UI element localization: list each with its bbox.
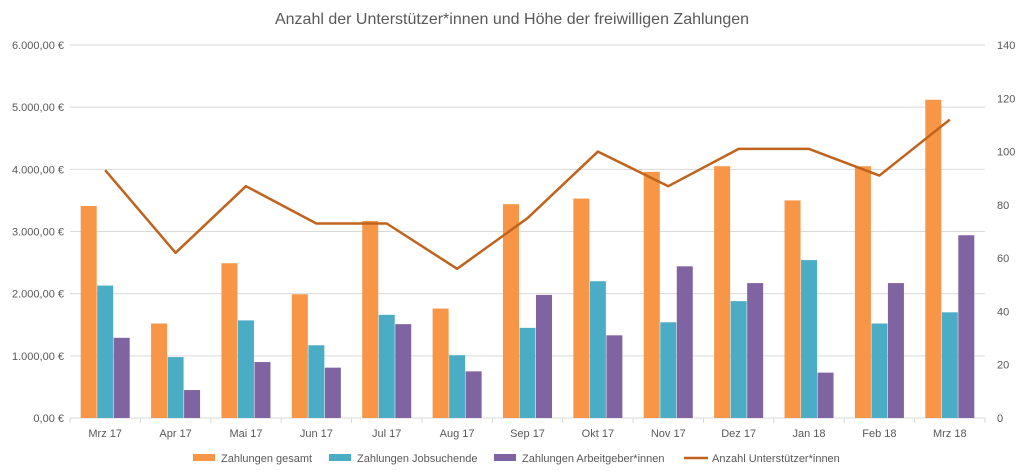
bar xyxy=(660,322,677,418)
bar xyxy=(465,371,482,418)
x-tick-label: Jun 17 xyxy=(300,428,333,440)
bar xyxy=(503,204,519,418)
bar xyxy=(97,285,114,418)
bar xyxy=(958,235,975,418)
right-tick-label: 20 xyxy=(997,360,1009,372)
bar xyxy=(395,324,412,418)
left-tick-label: 5.000,00 € xyxy=(12,102,64,114)
bar xyxy=(167,357,184,418)
bar xyxy=(291,294,308,418)
bar xyxy=(324,367,341,418)
left-tick-label: 4.000,00 € xyxy=(12,164,64,176)
right-tick-label: 100 xyxy=(997,147,1015,159)
x-tick-label: Sep 17 xyxy=(510,428,545,440)
x-tick-label: Jul 17 xyxy=(372,428,401,440)
bar xyxy=(676,266,693,418)
bar xyxy=(887,283,904,418)
x-tick-label: Okt 17 xyxy=(582,428,614,440)
bar xyxy=(854,166,871,418)
bar xyxy=(432,308,449,418)
bar xyxy=(730,301,747,418)
series-line xyxy=(104,118,951,271)
x-tick-label: Aug 17 xyxy=(440,428,475,440)
bar xyxy=(221,263,238,418)
right-axis: 0 20 40 60 80 100 120 140 xyxy=(997,40,1015,425)
bar xyxy=(362,220,379,418)
bar xyxy=(714,166,731,418)
right-tick-label: 0 xyxy=(997,413,1003,425)
right-tick-label: 40 xyxy=(997,306,1009,318)
legend-swatch xyxy=(193,454,215,461)
bar xyxy=(237,320,254,418)
x-tick-label: Nov 17 xyxy=(651,428,686,440)
x-tick-label: Mrz 18 xyxy=(933,428,967,440)
legend-swatch xyxy=(494,454,516,461)
bar xyxy=(573,198,590,418)
right-tick-label: 80 xyxy=(997,200,1009,212)
bar xyxy=(184,390,201,418)
bar xyxy=(378,314,395,418)
bars xyxy=(80,99,975,418)
left-tick-label: 0,00 € xyxy=(33,413,64,425)
bar xyxy=(784,200,801,418)
x-tick-label: Apr 17 xyxy=(159,428,191,440)
bar xyxy=(449,355,466,418)
bar xyxy=(817,372,834,418)
legend-label: Zahlungen Arbeitgeber*innen xyxy=(522,453,665,465)
left-tick-label: 3.000,00 € xyxy=(12,227,64,239)
bar xyxy=(308,345,325,418)
bar xyxy=(871,323,888,418)
right-tick-label: 120 xyxy=(997,93,1015,105)
legend: Zahlungen gesamt Zahlungen Jobsuchende Zah… xyxy=(193,453,840,465)
legend-label: Zahlungen gesamt xyxy=(221,453,312,465)
x-tick-label: Dez 17 xyxy=(721,428,756,440)
bar xyxy=(606,335,623,418)
bar xyxy=(151,323,168,418)
left-tick-label: 2.000,00 € xyxy=(12,289,64,301)
chart-title: Anzahl der Unterstützer*innen und Höhe d… xyxy=(275,11,749,28)
legend-swatch xyxy=(329,454,351,461)
line-series xyxy=(104,118,951,271)
legend-label: Anzahl Unterstützer*innen xyxy=(712,453,840,465)
left-axis: 0,00 € 1.000,00 € 2.000,00 € 3.000,00 € 4.00… xyxy=(12,40,64,425)
x-tick-label: Mai 17 xyxy=(229,428,262,440)
x-tick-label: Jan 18 xyxy=(793,428,826,440)
left-tick-label: 1.000,00 € xyxy=(12,351,64,363)
x-tick-label: Mrz 17 xyxy=(88,428,122,440)
bar xyxy=(801,260,818,418)
bar xyxy=(643,171,660,418)
bar xyxy=(747,283,764,418)
bar xyxy=(925,99,942,418)
bar xyxy=(113,337,130,418)
legend-label: Zahlungen Jobsuchende xyxy=(357,453,477,465)
bar xyxy=(536,294,552,418)
x-axis: Mrz 17 Apr 17 Mai 17 Jun 17 Jul 17 Aug 17 Sep … xyxy=(69,418,986,440)
x-tick-label: Feb 18 xyxy=(862,428,896,440)
bar xyxy=(254,362,271,418)
bar xyxy=(589,281,606,418)
bar xyxy=(941,312,958,418)
right-tick-label: 60 xyxy=(997,253,1009,265)
right-tick-label: 140 xyxy=(997,40,1015,52)
bar xyxy=(519,327,536,418)
left-tick-label: 6.000,00 € xyxy=(12,40,64,52)
bar xyxy=(80,206,97,418)
